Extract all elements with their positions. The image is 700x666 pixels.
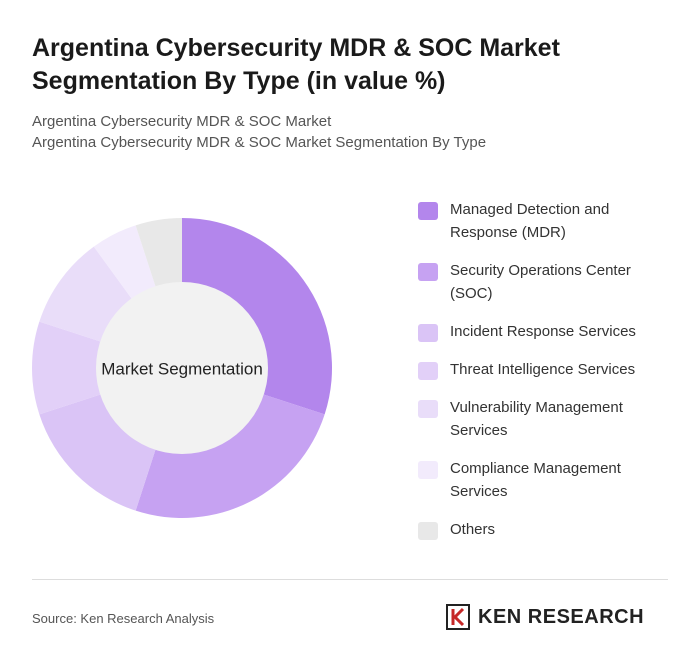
slice [93, 225, 156, 300]
legend-swatch [418, 202, 438, 220]
slice [32, 321, 102, 415]
subtitle: Argentina Cybersecurity MDR & SOC Market [32, 113, 332, 130]
legend-item: Vulnerability Management Services [418, 396, 678, 442]
legend-label: Compliance Management Services [450, 460, 621, 500]
legend-swatch [418, 263, 438, 281]
legend-label: Incident Response Services [450, 323, 636, 340]
legend-item: Security Operations Center (SOC) [418, 259, 678, 305]
legend-swatch [418, 324, 438, 342]
legend-item: Others [418, 518, 678, 541]
slice [39, 246, 133, 342]
divider [32, 579, 668, 580]
legend-swatch [418, 362, 438, 380]
slice [135, 218, 182, 288]
center-label: Market Segmentation [101, 359, 263, 378]
slice [135, 394, 325, 518]
legend-swatch [418, 461, 438, 479]
legend-label: Threat Intelligence Services [450, 361, 636, 378]
legend: Managed Detection and Response (MDR) Secu… [418, 198, 678, 556]
slice [39, 394, 156, 511]
legend-label: Others [450, 521, 496, 538]
donut-hole [96, 282, 268, 454]
chart-title: Argentina Cybersecurity MDR & SOC Market… [32, 34, 560, 95]
slice [182, 218, 332, 415]
donut-chart: Market Segmentation [32, 218, 332, 518]
source: Source: Ken Research Analysis [32, 611, 215, 626]
legend-swatch [418, 400, 438, 418]
legend-label: Managed Detection and Response (MDR) [450, 201, 610, 241]
subtitle: Argentina Cybersecurity MDR & SOC Market… [32, 134, 487, 151]
legend-item: Compliance Management Services [418, 457, 678, 503]
brand-icon [446, 604, 470, 630]
legend-item: Threat Intelligence Services [418, 358, 678, 381]
brand: KEN RESEARCH [478, 606, 645, 628]
legend-swatch [418, 522, 438, 540]
legend-label: Security Operations Center (SOC) [450, 262, 631, 302]
legend-item: Incident Response Services [418, 320, 678, 343]
legend-item: Managed Detection and Response (MDR) [418, 198, 678, 244]
legend-label: Vulnerability Management Services [450, 399, 623, 439]
